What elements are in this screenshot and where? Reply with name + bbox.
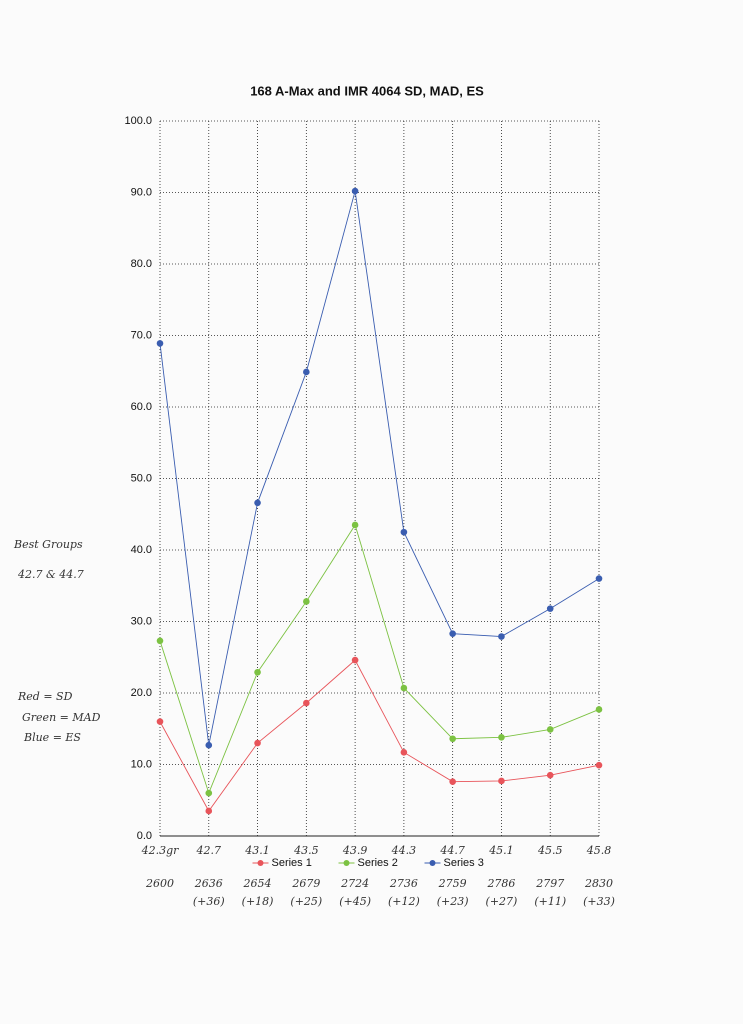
point [595, 761, 603, 769]
velocity-change: (+25) [290, 895, 322, 908]
point [449, 630, 456, 637]
velocity: 2654 [243, 877, 272, 890]
y-tick-label: 80.0 [131, 258, 152, 270]
velocity-change: (+27) [486, 895, 518, 908]
point [351, 187, 359, 195]
x-tick-label: 43.5 [293, 844, 319, 857]
velocity: 2736 [389, 877, 418, 890]
note: Green = MAD [22, 711, 101, 724]
y-tick-label: 90.0 [131, 186, 152, 198]
x-tick-label: 45.8 [586, 844, 612, 857]
x-tick-label: 45.1 [488, 844, 514, 857]
point [546, 771, 554, 779]
x-tick-label: 43.1 [244, 844, 270, 857]
note: Blue = ES [23, 731, 81, 744]
velocity-change: (+36) [193, 895, 225, 908]
velocity: 2759 [438, 877, 467, 890]
point [351, 656, 359, 664]
note: 42.7 & 44.7 [17, 568, 84, 581]
velocity: 2797 [535, 877, 564, 890]
y-tick-label: 60.0 [131, 401, 152, 413]
y-tick-label: 100.0 [124, 115, 152, 127]
series-line [159, 523, 600, 795]
velocity: 2830 [584, 877, 613, 890]
point [205, 741, 213, 749]
velocity-change: (+12) [388, 895, 420, 908]
y-tick-label: 20.0 [131, 687, 152, 699]
x-tick-label: 42.3gr [141, 844, 180, 857]
velocity-change: (+23) [437, 895, 469, 908]
point [595, 575, 603, 582]
y-tick-label: 30.0 [131, 615, 152, 627]
point [303, 598, 310, 605]
legend-swatch [257, 860, 264, 866]
x-tick-label: 45.5 [537, 844, 563, 857]
point [254, 668, 261, 676]
point [595, 706, 603, 713]
velocity-change: (+45) [339, 895, 371, 908]
x-tick-label: 42.7 [196, 844, 222, 857]
point [254, 499, 261, 507]
point [156, 637, 164, 645]
point [400, 528, 408, 536]
series-line [159, 190, 600, 746]
point [498, 734, 505, 741]
chart-title: 168 A-Max and IMR 4064 SD, MAD, ES [250, 83, 484, 98]
velocity-change: (+11) [534, 895, 566, 908]
point [498, 777, 505, 785]
velocity-change: (+18) [242, 895, 274, 908]
point [303, 368, 310, 376]
velocity: 2600 [145, 877, 174, 890]
point [254, 739, 261, 747]
velocity: 2679 [291, 877, 320, 890]
point [498, 633, 505, 640]
note: Red = SD [17, 690, 73, 703]
legend-label: Series 3 [444, 857, 484, 869]
series-line [159, 659, 600, 812]
velocity: 2786 [486, 877, 515, 890]
point [156, 718, 164, 725]
point [303, 699, 310, 707]
velocity: 2636 [194, 877, 223, 890]
velocity: 2724 [340, 877, 369, 890]
point [400, 684, 408, 692]
point [205, 789, 213, 797]
point [546, 605, 554, 612]
point [156, 340, 164, 347]
x-tick-label: 44.7 [439, 844, 465, 857]
point [546, 726, 554, 733]
y-tick-label: 50.0 [131, 472, 152, 484]
x-tick-label: 43.9 [342, 844, 368, 857]
x-tick-label: 44.3 [391, 844, 417, 857]
legend-label: Series 1 [272, 857, 312, 869]
note: Best Groups [13, 538, 83, 551]
y-tick-label: 0.0 [137, 830, 152, 842]
velocity-change: (+33) [583, 895, 615, 908]
y-tick-label: 10.0 [131, 758, 152, 770]
point [351, 521, 359, 529]
point [449, 735, 456, 743]
point [400, 749, 408, 756]
legend-swatch [429, 860, 436, 866]
legend-label: Series 2 [358, 857, 398, 869]
legend-swatch [343, 860, 350, 866]
y-tick-label: 70.0 [131, 329, 152, 341]
point [449, 778, 456, 785]
point [205, 807, 213, 815]
y-tick-label: 40.0 [131, 544, 152, 556]
